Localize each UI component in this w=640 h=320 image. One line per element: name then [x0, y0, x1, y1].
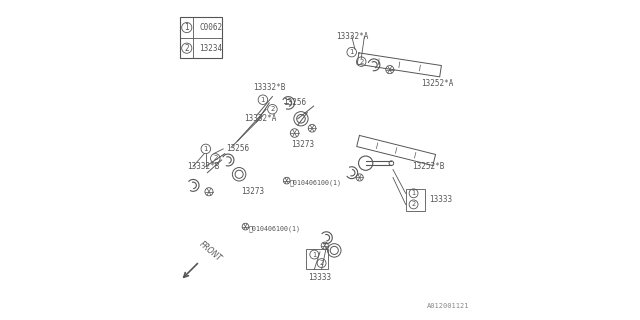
Text: 13333: 13333 — [308, 273, 332, 282]
Text: 13256: 13256 — [284, 99, 307, 108]
Text: 13273: 13273 — [241, 187, 264, 196]
Text: 1: 1 — [349, 49, 354, 55]
Text: A012001121: A012001121 — [427, 303, 469, 309]
FancyBboxPatch shape — [180, 17, 221, 59]
Text: FRONT: FRONT — [198, 239, 223, 263]
Text: 1: 1 — [312, 252, 316, 258]
FancyBboxPatch shape — [406, 188, 425, 211]
Text: 13332*A: 13332*A — [244, 114, 276, 123]
Text: 2: 2 — [359, 59, 364, 65]
Text: 1: 1 — [184, 23, 189, 32]
Text: 2: 2 — [184, 44, 189, 53]
Text: 13332*B: 13332*B — [253, 83, 285, 92]
Text: 13273: 13273 — [291, 140, 315, 148]
Text: 13332*A: 13332*A — [336, 32, 368, 41]
Text: C0062: C0062 — [200, 23, 223, 32]
FancyBboxPatch shape — [306, 249, 328, 269]
Text: ⑳010406100(1): ⑳010406100(1) — [248, 225, 301, 231]
Text: 13256: 13256 — [227, 144, 250, 153]
Text: 2: 2 — [412, 201, 416, 207]
Text: 13333: 13333 — [429, 195, 452, 204]
Text: 1: 1 — [204, 146, 208, 152]
Text: 1: 1 — [412, 190, 415, 196]
Text: 13252*B: 13252*B — [412, 162, 444, 171]
Text: ⑳010406100(1): ⑳010406100(1) — [290, 179, 342, 186]
Text: 2: 2 — [319, 260, 324, 266]
Text: 13332*B: 13332*B — [187, 162, 219, 171]
Text: 2: 2 — [213, 156, 218, 161]
Text: 13234: 13234 — [200, 44, 223, 53]
Text: 2: 2 — [270, 106, 275, 112]
Text: 13252*A: 13252*A — [422, 79, 454, 88]
Text: 1: 1 — [260, 97, 265, 103]
